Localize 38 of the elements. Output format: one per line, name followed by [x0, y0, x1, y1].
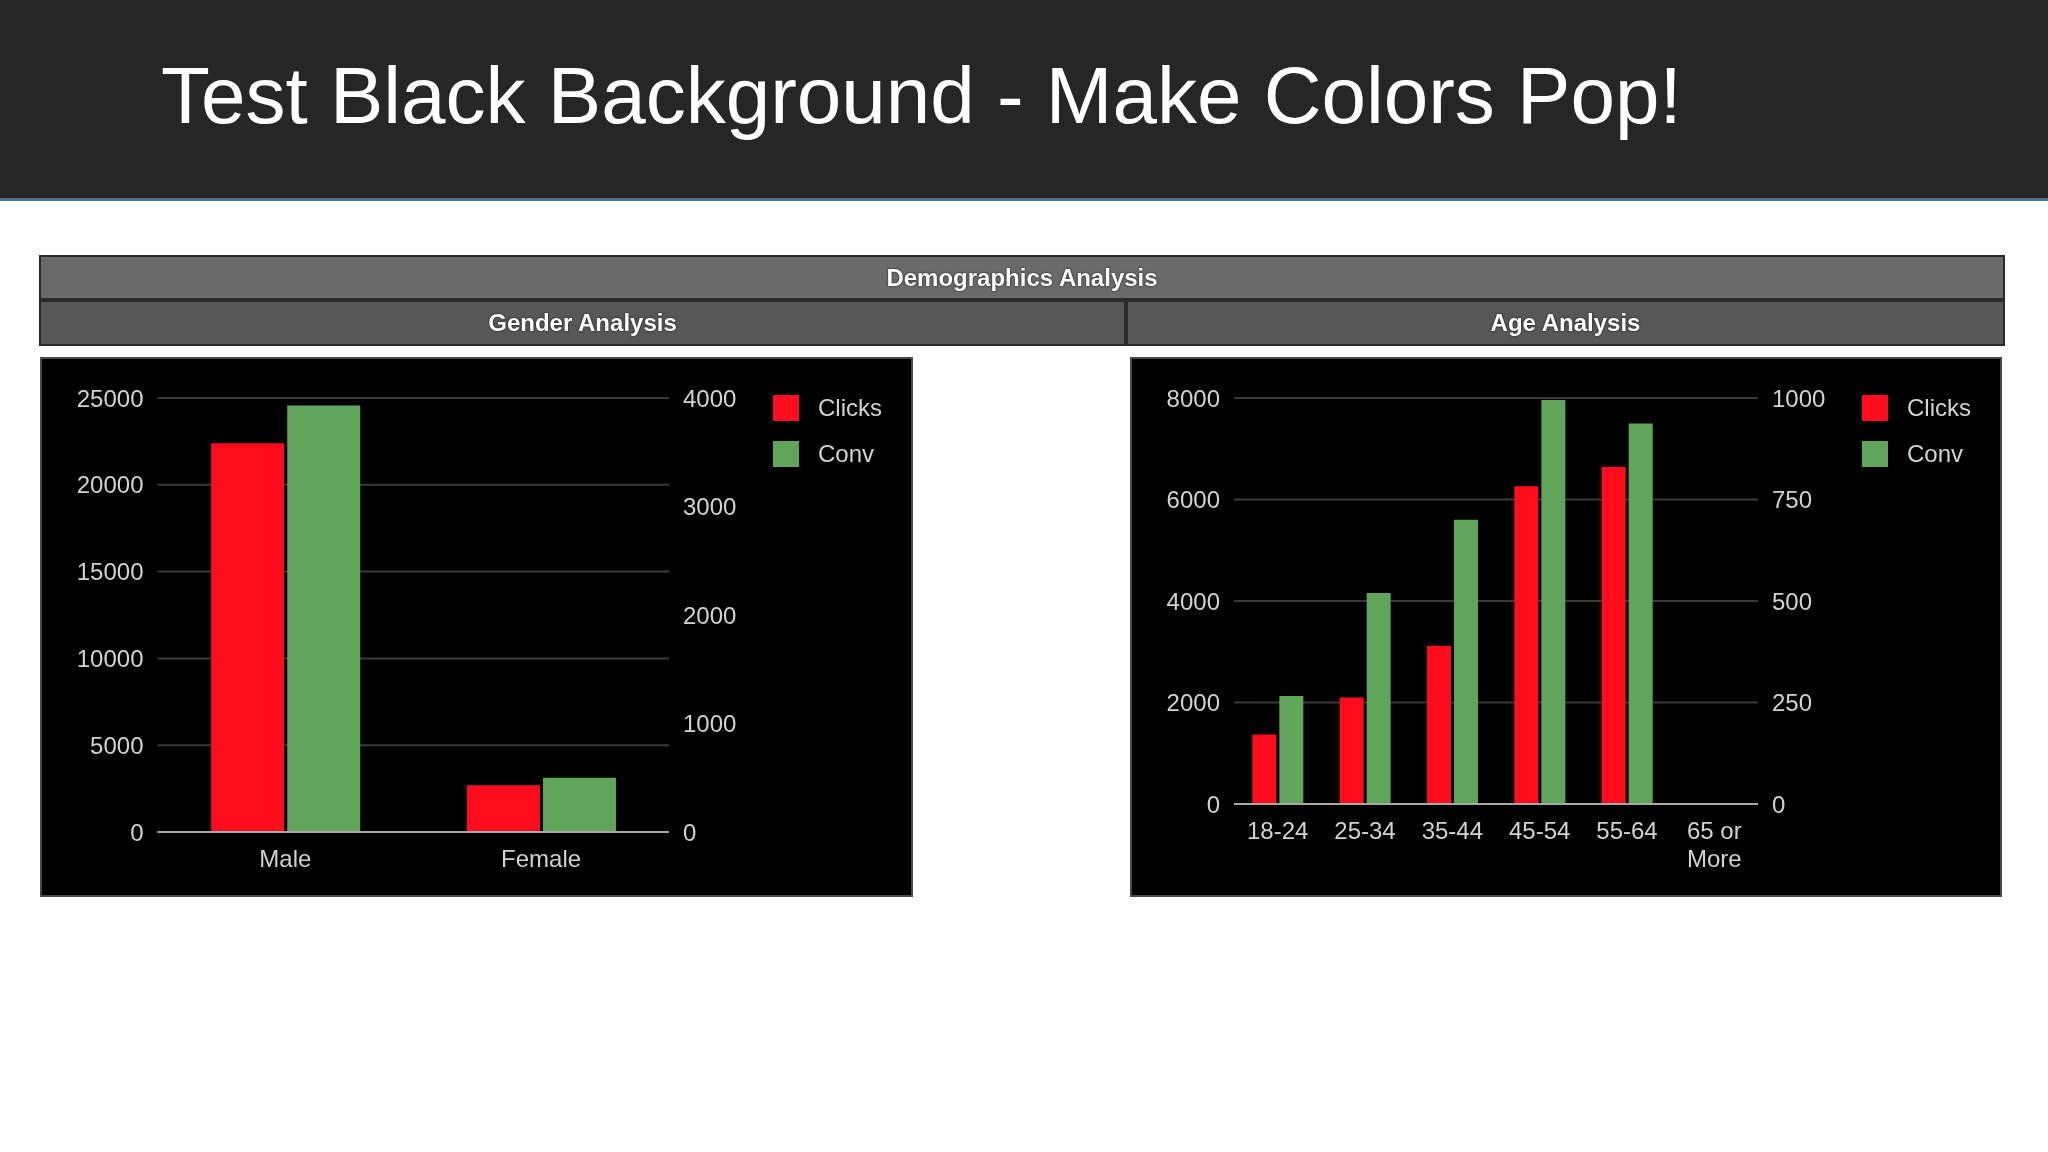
y2-tick-label: 0 [1772, 790, 1786, 818]
x-tick-label: 25-34 [1334, 816, 1396, 844]
y-tick-label: 5000 [90, 731, 144, 759]
x-tick-label: 35-44 [1421, 816, 1484, 844]
chart-title: Age Analysis [1490, 309, 1641, 337]
legend-label: Clicks [1907, 394, 1971, 422]
legend-label: Clicks [818, 394, 882, 422]
y2-tick-label: 1000 [1772, 384, 1826, 412]
y-tick-label: 0 [130, 818, 144, 846]
y-tick-label: 0 [1206, 790, 1220, 818]
y2-tick-label: 1000 [683, 710, 737, 738]
bar [1454, 519, 1479, 804]
y2-tick-label: 500 [1772, 587, 1813, 615]
y-tick-label: 8000 [1166, 384, 1220, 412]
text: Demographics Analysis [886, 263, 1158, 292]
x-tick-label: Male [259, 844, 312, 872]
y2-tick-label: 4000 [683, 384, 737, 412]
y-tick-label: 2000 [1166, 689, 1220, 717]
y-tick-label: 15000 [76, 558, 144, 586]
legend-label: Conv [818, 440, 875, 468]
legend-label: Conv [1907, 440, 1964, 468]
y2-tick-label: 0 [683, 818, 697, 846]
y-tick-label: 10000 [76, 644, 144, 672]
y2-tick-label: 750 [1772, 486, 1813, 514]
x-tick-label: Female [501, 844, 582, 872]
y-tick-label: 4000 [1166, 587, 1220, 615]
x-tick-label: 45-54 [1508, 816, 1571, 844]
x-tick-label: 65 or More [1686, 816, 1742, 872]
y2-tick-label: 2000 [683, 601, 737, 629]
y2-tick-label: 3000 [683, 493, 737, 521]
y-tick-label: 20000 [76, 471, 144, 499]
y-tick-label: 6000 [1166, 486, 1220, 514]
y2-tick-label: 250 [1772, 689, 1813, 717]
x-tick-label: 55-64 [1596, 816, 1658, 844]
chart-title: Gender Analysis [488, 309, 677, 337]
y-tick-label: 25000 [76, 384, 144, 412]
text: Test Black Background - Make Colors Pop! [161, 51, 1682, 140]
x-tick-label: 18-24 [1246, 816, 1309, 844]
